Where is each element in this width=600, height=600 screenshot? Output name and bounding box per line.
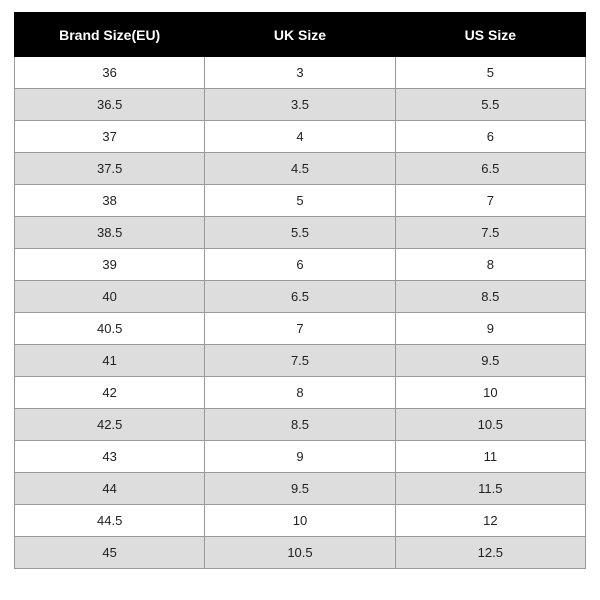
cell-us: 10.5 xyxy=(395,409,585,441)
size-chart-container: Brand Size(EU) UK Size US Size 363536.53… xyxy=(0,0,600,581)
cell-eu: 39 xyxy=(15,249,205,281)
cell-us: 11.5 xyxy=(395,473,585,505)
cell-uk: 4 xyxy=(205,121,395,153)
table-row: 4510.512.5 xyxy=(15,537,586,569)
cell-eu: 42.5 xyxy=(15,409,205,441)
cell-eu: 37 xyxy=(15,121,205,153)
col-header-uk: UK Size xyxy=(205,13,395,57)
cell-uk: 3.5 xyxy=(205,89,395,121)
cell-uk: 10.5 xyxy=(205,537,395,569)
table-row: 406.58.5 xyxy=(15,281,586,313)
cell-us: 6 xyxy=(395,121,585,153)
cell-us: 5.5 xyxy=(395,89,585,121)
table-row: 44.51012 xyxy=(15,505,586,537)
cell-uk: 8.5 xyxy=(205,409,395,441)
cell-eu: 45 xyxy=(15,537,205,569)
cell-eu: 40.5 xyxy=(15,313,205,345)
cell-uk: 8 xyxy=(205,377,395,409)
cell-uk: 7 xyxy=(205,313,395,345)
cell-eu: 40 xyxy=(15,281,205,313)
cell-us: 5 xyxy=(395,57,585,89)
table-row: 3746 xyxy=(15,121,586,153)
size-chart-table: Brand Size(EU) UK Size US Size 363536.53… xyxy=(14,12,586,569)
cell-eu: 43 xyxy=(15,441,205,473)
cell-uk: 5.5 xyxy=(205,217,395,249)
cell-us: 12 xyxy=(395,505,585,537)
table-row: 42810 xyxy=(15,377,586,409)
cell-uk: 7.5 xyxy=(205,345,395,377)
cell-eu: 42 xyxy=(15,377,205,409)
table-row: 37.54.56.5 xyxy=(15,153,586,185)
table-row: 38.55.57.5 xyxy=(15,217,586,249)
cell-uk: 9.5 xyxy=(205,473,395,505)
cell-us: 6.5 xyxy=(395,153,585,185)
cell-us: 7 xyxy=(395,185,585,217)
cell-uk: 9 xyxy=(205,441,395,473)
col-header-us: US Size xyxy=(395,13,585,57)
cell-us: 12.5 xyxy=(395,537,585,569)
table-row: 3635 xyxy=(15,57,586,89)
cell-uk: 4.5 xyxy=(205,153,395,185)
table-row: 42.58.510.5 xyxy=(15,409,586,441)
cell-uk: 6 xyxy=(205,249,395,281)
cell-uk: 6.5 xyxy=(205,281,395,313)
table-row: 36.53.55.5 xyxy=(15,89,586,121)
cell-us: 10 xyxy=(395,377,585,409)
cell-uk: 3 xyxy=(205,57,395,89)
table-header-row: Brand Size(EU) UK Size US Size xyxy=(15,13,586,57)
cell-us: 8.5 xyxy=(395,281,585,313)
table-row: 3857 xyxy=(15,185,586,217)
cell-us: 9 xyxy=(395,313,585,345)
cell-eu: 44.5 xyxy=(15,505,205,537)
cell-us: 8 xyxy=(395,249,585,281)
col-header-eu: Brand Size(EU) xyxy=(15,13,205,57)
cell-eu: 38.5 xyxy=(15,217,205,249)
table-row: 40.579 xyxy=(15,313,586,345)
table-row: 417.59.5 xyxy=(15,345,586,377)
cell-eu: 44 xyxy=(15,473,205,505)
cell-us: 11 xyxy=(395,441,585,473)
cell-eu: 41 xyxy=(15,345,205,377)
cell-uk: 10 xyxy=(205,505,395,537)
cell-eu: 36 xyxy=(15,57,205,89)
table-row: 449.511.5 xyxy=(15,473,586,505)
cell-eu: 36.5 xyxy=(15,89,205,121)
table-body: 363536.53.55.5374637.54.56.5385738.55.57… xyxy=(15,57,586,569)
cell-uk: 5 xyxy=(205,185,395,217)
table-row: 3968 xyxy=(15,249,586,281)
cell-us: 9.5 xyxy=(395,345,585,377)
cell-eu: 37.5 xyxy=(15,153,205,185)
cell-eu: 38 xyxy=(15,185,205,217)
cell-us: 7.5 xyxy=(395,217,585,249)
table-row: 43911 xyxy=(15,441,586,473)
